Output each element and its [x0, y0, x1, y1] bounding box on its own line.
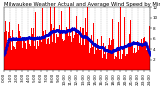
Text: Milwaukee Weather Actual and Average Wind Speed by Minute mph (Last 24 Hours): Milwaukee Weather Actual and Average Win…: [4, 2, 160, 7]
